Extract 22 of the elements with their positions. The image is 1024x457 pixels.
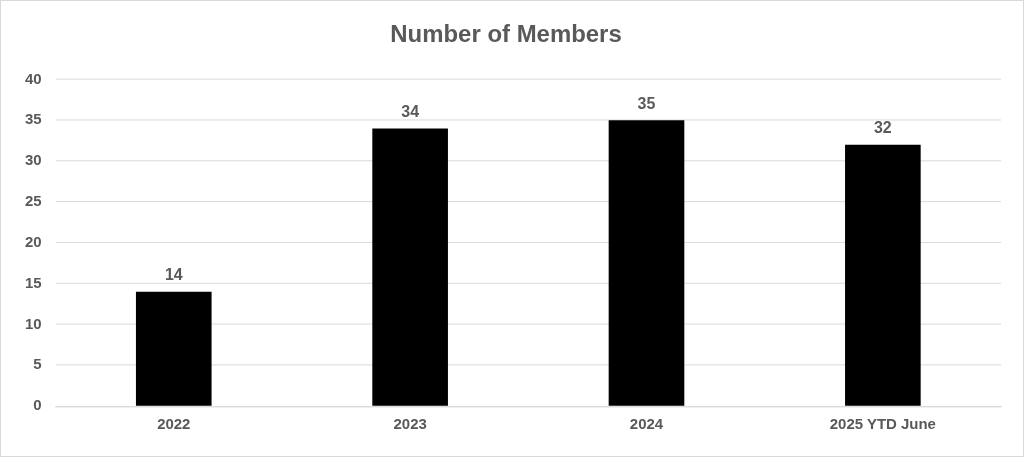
data-label: 34 xyxy=(401,102,420,120)
data-label: 35 xyxy=(637,94,656,112)
x-tick-label: 2022 xyxy=(157,415,191,433)
y-tick-label: 5 xyxy=(33,355,42,373)
y-tick-label: 15 xyxy=(24,273,42,291)
chart-title: Number of Members xyxy=(390,19,622,47)
y-tick-label: 40 xyxy=(24,69,42,87)
x-tick-label: 2025 YTD June xyxy=(829,415,936,433)
y-tick-label: 10 xyxy=(24,314,42,332)
y-tick-label: 35 xyxy=(24,110,42,128)
y-tick-label: 0 xyxy=(33,396,42,414)
bar xyxy=(372,128,448,406)
y-tick-label: 30 xyxy=(24,151,42,169)
x-tick-label: 2023 xyxy=(393,415,427,433)
data-label: 14 xyxy=(164,266,183,284)
y-tick-label: 25 xyxy=(24,192,42,210)
bar xyxy=(608,120,685,406)
x-tick-label: 2024 xyxy=(629,415,664,433)
data-label: 32 xyxy=(873,119,892,137)
bar xyxy=(135,291,212,406)
y-tick-label: 20 xyxy=(24,232,42,250)
bar xyxy=(845,144,921,406)
